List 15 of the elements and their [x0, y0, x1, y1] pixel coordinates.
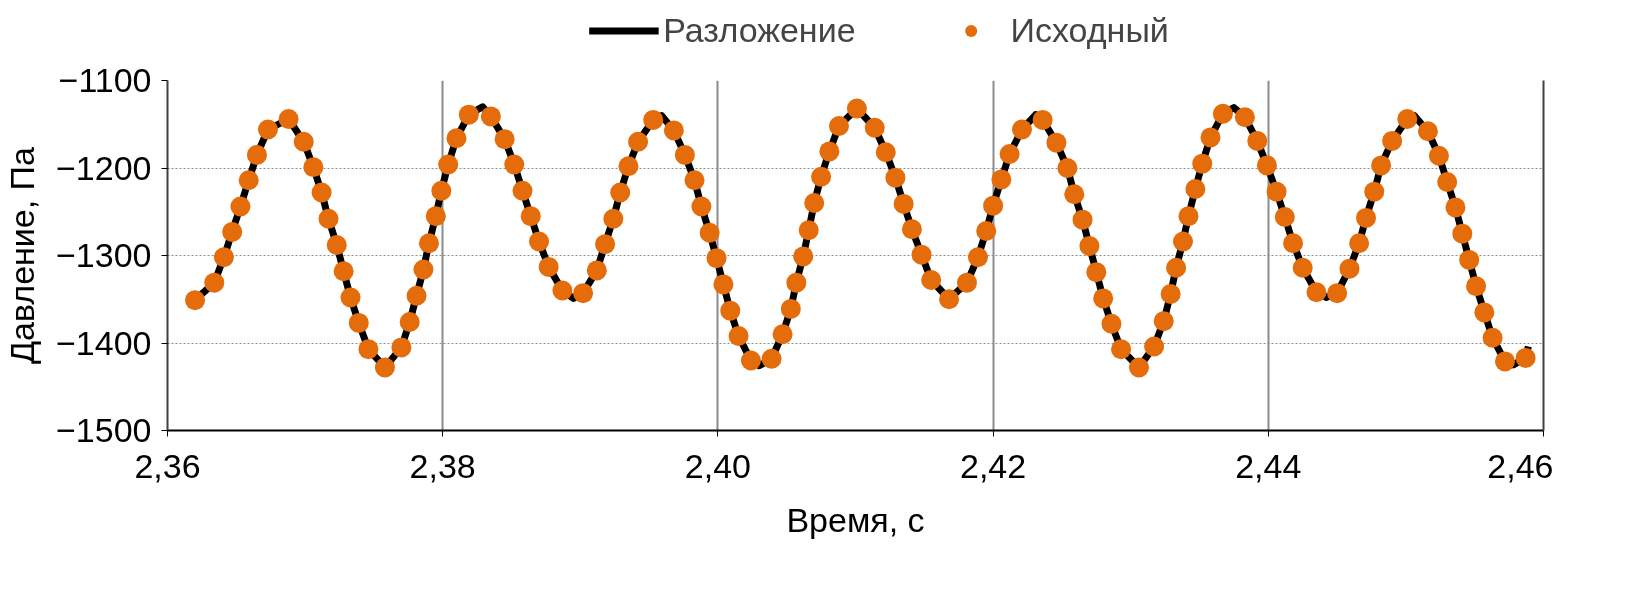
x-tick-label: 2,46 — [1487, 446, 1554, 485]
x-tick-label: 2,40 — [684, 446, 751, 485]
x-tick-label: 2,38 — [409, 446, 476, 485]
x-tick-label: 2,42 — [960, 446, 1027, 485]
y-tick-label: −1100 — [58, 61, 152, 99]
x-tick-label: 2,36 — [134, 446, 201, 485]
x-tick-label: 2,44 — [1235, 446, 1302, 485]
y-axis-title: Давление, Па — [3, 146, 42, 364]
x-axis-title: Время, с — [786, 500, 925, 539]
y-tick-label: −1300 — [56, 236, 152, 274]
y-tick-label: −1500 — [56, 411, 152, 449]
legend-label: Исходный — [1010, 10, 1169, 50]
legend-label: Разложение — [663, 10, 856, 50]
y-tick-label: −1200 — [56, 148, 152, 187]
y-tick-label: −1400 — [56, 323, 152, 362]
